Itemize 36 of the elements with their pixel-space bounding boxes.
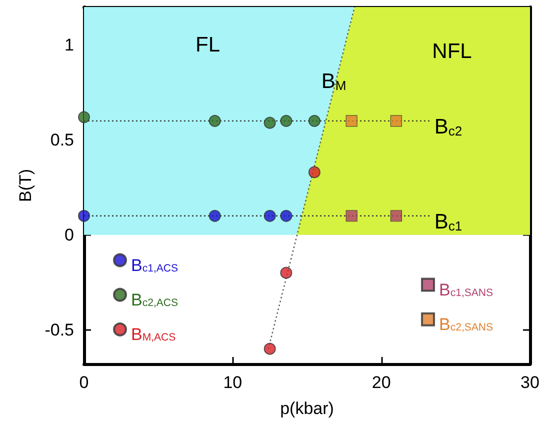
x-tick-label: 10 [223,373,242,392]
band-label: FL [196,33,220,56]
point [280,266,292,279]
point [390,115,402,127]
x-tick-label: 30 [520,373,540,392]
point [264,116,276,129]
x-tick-label: 20 [372,373,391,392]
legend-label: Bc1,SANS [439,280,494,300]
annotation: BM [321,70,346,94]
y-tick-label: 0.5 [50,130,74,150]
point [308,114,320,127]
point [208,210,221,222]
legend-label: Bc2,ACS [131,290,178,310]
point [78,111,90,124]
series-label: NFL [432,40,472,63]
x-tick-label: 0 [79,373,89,392]
series-label: Bc2 [434,116,462,139]
point [346,115,358,127]
y-tick-label: 1 [64,35,74,54]
legend-label: Bc1,ACS [131,256,178,275]
y-tick-label: -0.5 [44,320,74,340]
y-tick-label: 0 [64,225,74,244]
point [264,210,276,222]
x-axis-title: p(kbar) [280,399,334,418]
point [280,114,292,127]
point [308,166,320,178]
legend-label: BM,ACS [131,325,176,344]
y-axis-title: B(T) [16,168,35,202]
point [280,210,292,222]
point [390,210,402,222]
legend-label: Bc2,SANS [439,315,494,334]
point [264,342,276,355]
point [208,114,221,127]
point [346,210,358,222]
point [78,210,90,222]
series-label: Bc1 [434,210,462,234]
